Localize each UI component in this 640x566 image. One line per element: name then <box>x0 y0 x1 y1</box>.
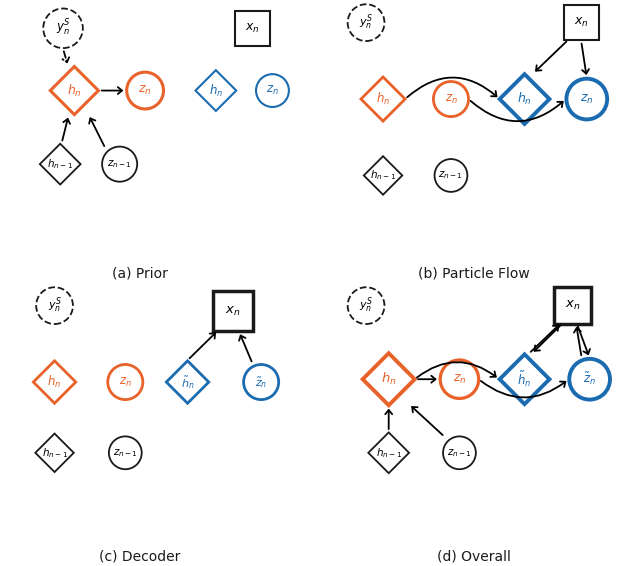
Bar <box>564 5 598 40</box>
Text: $\tilde{z}_n$: $\tilde{z}_n$ <box>583 371 596 388</box>
Text: $y_n^S$: $y_n^S$ <box>56 18 70 38</box>
Text: $y_n^S$: $y_n^S$ <box>47 296 61 315</box>
Text: (c) Decoder: (c) Decoder <box>99 549 180 563</box>
Text: $h_n$: $h_n$ <box>67 83 82 98</box>
Text: $x_n$: $x_n$ <box>225 305 241 318</box>
Text: $h_{n-1}$: $h_{n-1}$ <box>376 446 402 460</box>
Text: (b) Particle Flow: (b) Particle Flow <box>418 266 529 280</box>
Text: (d) Overall: (d) Overall <box>436 549 511 563</box>
Bar <box>235 11 270 46</box>
Text: $h_{n-1}$: $h_{n-1}$ <box>42 446 68 460</box>
Text: $z_{n-1}$: $z_{n-1}$ <box>447 447 472 458</box>
Text: (a) Prior: (a) Prior <box>111 266 168 280</box>
Text: $z_n$: $z_n$ <box>580 92 593 106</box>
Text: $h_n$: $h_n$ <box>517 91 532 107</box>
Text: $z_n$: $z_n$ <box>445 92 458 106</box>
Text: $z_n$: $z_n$ <box>119 375 132 389</box>
Text: $h_{n-1}$: $h_{n-1}$ <box>370 169 396 182</box>
Text: $h_n$: $h_n$ <box>381 371 397 387</box>
Text: $\tilde{z}_n$: $\tilde{z}_n$ <box>255 375 268 389</box>
Text: $h_n$: $h_n$ <box>376 91 390 107</box>
Text: $x_n$: $x_n$ <box>565 299 580 312</box>
Text: $\tilde{h}_n$: $\tilde{h}_n$ <box>180 374 195 391</box>
Text: $y_n^S$: $y_n^S$ <box>359 296 373 315</box>
Text: $z_n$: $z_n$ <box>452 372 466 386</box>
Text: $\tilde{h}_n$: $\tilde{h}_n$ <box>517 370 532 389</box>
Text: $h_{n-1}$: $h_{n-1}$ <box>47 157 73 171</box>
Text: $h_n$: $h_n$ <box>47 374 61 390</box>
Text: $z_n$: $z_n$ <box>138 84 152 97</box>
Text: $h_n$: $h_n$ <box>209 83 223 98</box>
Text: $z_{n-1}$: $z_{n-1}$ <box>107 158 132 170</box>
Text: $z_n$: $z_n$ <box>266 84 279 97</box>
Text: $y_n^S$: $y_n^S$ <box>359 13 373 32</box>
Text: $z_{n-1}$: $z_{n-1}$ <box>438 170 463 181</box>
Bar <box>213 291 253 331</box>
Text: $x_n$: $x_n$ <box>574 16 588 29</box>
Bar <box>554 288 591 324</box>
Text: $z_{n-1}$: $z_{n-1}$ <box>113 447 138 458</box>
Text: $x_n$: $x_n$ <box>245 22 260 35</box>
